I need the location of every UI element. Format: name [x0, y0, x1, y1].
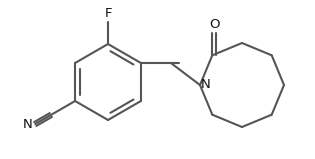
- Text: O: O: [209, 18, 220, 31]
- Text: N: N: [201, 79, 211, 91]
- Text: F: F: [104, 7, 112, 20]
- Text: N: N: [23, 118, 32, 131]
